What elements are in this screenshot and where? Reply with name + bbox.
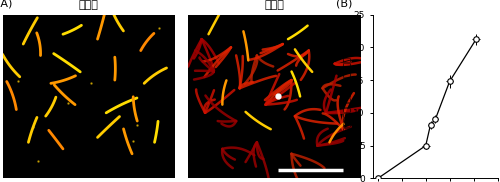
Text: 加熱前: 加熱前 bbox=[79, 0, 99, 10]
Text: (A): (A) bbox=[0, 0, 12, 8]
Text: (B): (B) bbox=[336, 0, 352, 8]
Y-axis label: 滑り速度（マイクロメートル毎秒）: 滑り速度（マイクロメートル毎秒） bbox=[343, 56, 352, 136]
Text: 加熱中: 加熱中 bbox=[264, 0, 284, 10]
